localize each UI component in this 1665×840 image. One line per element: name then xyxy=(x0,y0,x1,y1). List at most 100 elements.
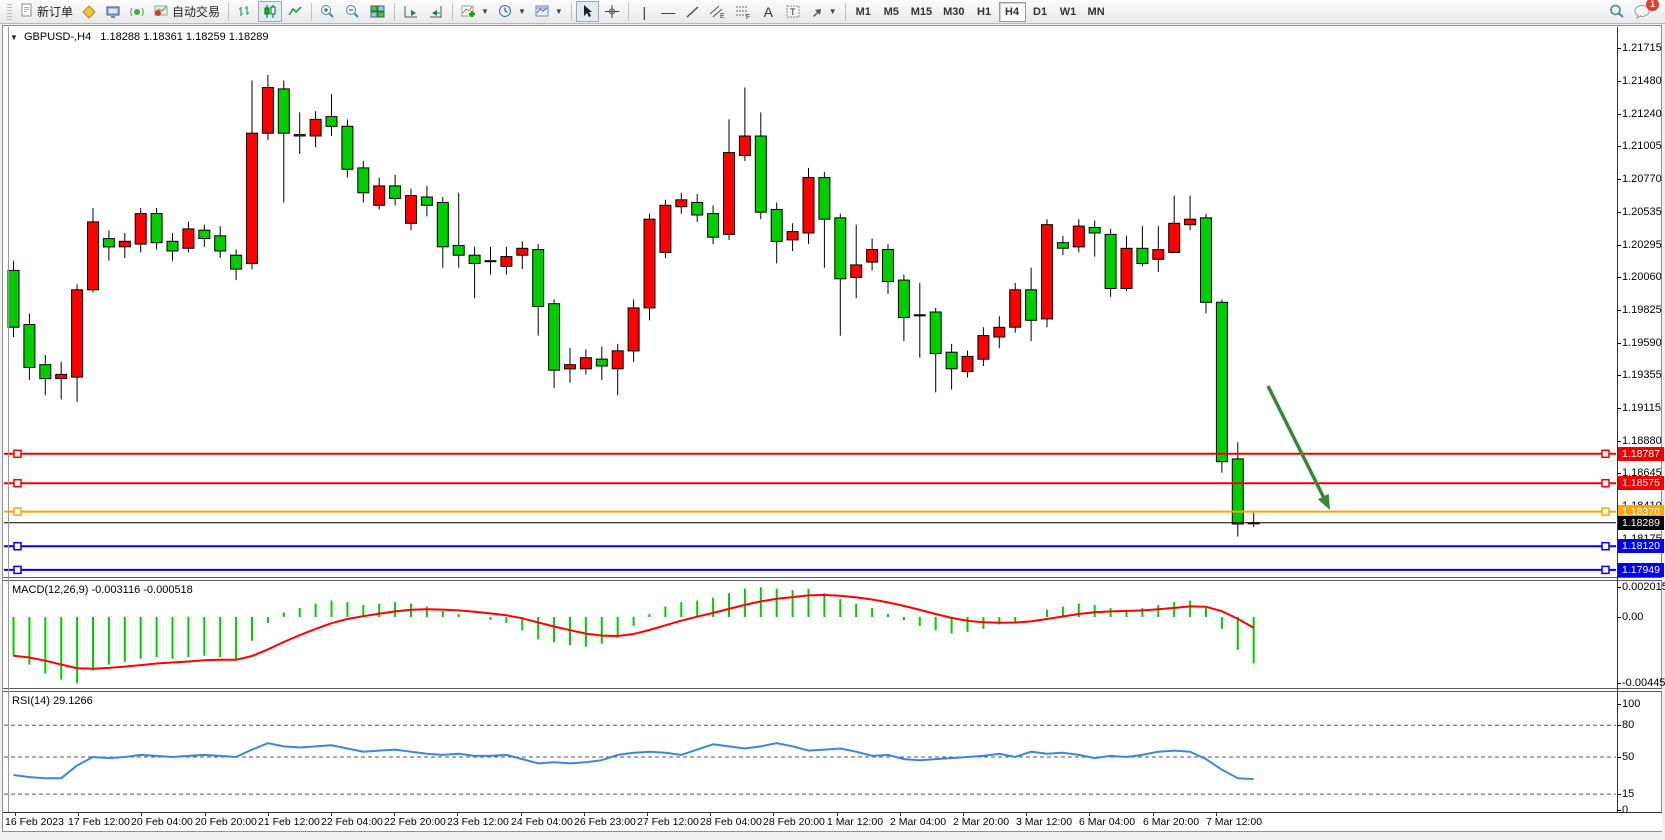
price-axis-label: 1.21480 xyxy=(1622,75,1662,87)
tab-timeframe-M1[interactable]: M1 xyxy=(850,2,877,22)
time-tick xyxy=(141,813,142,816)
time-axis-label: 28 Feb 04:00 xyxy=(700,816,762,828)
time-axis-label: 17 Feb 12:00 xyxy=(68,816,130,828)
tab-timeframe-M30[interactable]: M30 xyxy=(938,2,969,22)
time-tick xyxy=(78,813,79,816)
price-axis-label: 1.19355 xyxy=(1622,369,1662,381)
toolbar-separator xyxy=(570,2,572,21)
axis-tick xyxy=(1617,48,1621,49)
bar-chart-type-button[interactable] xyxy=(233,1,257,22)
tab-timeframe-H1[interactable]: H1 xyxy=(971,2,998,22)
zoom-out-button[interactable] xyxy=(341,1,365,22)
templates-button[interactable]: ▼ xyxy=(531,1,567,22)
axis-tick xyxy=(1617,310,1621,311)
axis-tick xyxy=(1617,375,1621,376)
horizontal-line-icon: — xyxy=(661,3,676,20)
candlestick-chart-type-button[interactable] xyxy=(258,1,283,22)
text-label-icon: T xyxy=(786,5,800,18)
tab-timeframe-D1[interactable]: D1 xyxy=(1027,2,1054,22)
time-axis-label: 26 Feb 23:00 xyxy=(574,816,636,828)
crosshair-icon xyxy=(604,5,619,18)
vertical-line-tool-button[interactable]: | xyxy=(633,1,656,22)
auto-scroll-button[interactable] xyxy=(399,1,423,22)
indicators-button[interactable]: ▼ xyxy=(457,1,493,22)
line-chart-type-icon xyxy=(288,6,302,16)
time-axis[interactable]: 16 Feb 2023 17 Feb 12:00 20 Feb 04:00 20 Fe… xyxy=(3,812,1662,831)
line-chart-type-button[interactable] xyxy=(283,1,307,22)
chart-title: ▼ GBPUSD-,H4 1.18288 1.18361 1.18259 1.1… xyxy=(10,31,269,43)
chevron-down-icon: ▼ xyxy=(554,7,563,16)
tab-timeframe-W1[interactable]: W1 xyxy=(1055,2,1082,22)
pane-separator[interactable] xyxy=(3,688,1662,692)
tab-timeframe-MN[interactable]: MN xyxy=(1083,2,1110,22)
axis-tick xyxy=(1617,704,1621,705)
zoom-in-icon xyxy=(321,5,334,18)
price-axis-label: 1.19590 xyxy=(1622,337,1662,349)
templates-icon xyxy=(535,5,549,17)
new-order-button[interactable]: 新订单 xyxy=(16,1,77,22)
tab-timeframe-H4[interactable]: H4 xyxy=(998,1,1026,22)
chart-shift-button[interactable] xyxy=(424,1,448,22)
candlestick-chart-type-icon xyxy=(264,5,276,18)
tab-timeframe-M5[interactable]: M5 xyxy=(878,2,905,22)
trendline-tool-button[interactable] xyxy=(681,1,704,22)
auto-trading-label: 自动交易 xyxy=(172,5,221,19)
axis-tick xyxy=(1617,81,1621,82)
time-axis-label: 27 Feb 12:00 xyxy=(637,816,699,828)
time-axis-label: 1 Mar 12:00 xyxy=(827,816,884,828)
axis-tick xyxy=(1617,343,1621,344)
tab-timeframe-M15[interactable]: M15 xyxy=(906,2,937,22)
horizontal-line-tool-button[interactable]: — xyxy=(657,1,680,22)
auto-trading-button[interactable]: 自动交易 xyxy=(150,1,224,22)
price-axis-label: 1.19825 xyxy=(1622,304,1662,316)
channel-tool-button[interactable]: E xyxy=(705,1,730,22)
toolbar: 新订单 自动交易 xyxy=(0,0,1665,24)
axis-tick xyxy=(1617,441,1621,442)
text-label-tool-button[interactable]: T xyxy=(781,1,805,22)
arrows-tool-button[interactable]: ▼ xyxy=(806,1,841,22)
market-watch-button[interactable] xyxy=(78,1,101,22)
text-tool-button[interactable]: A xyxy=(757,1,780,22)
price-line-badge: 1.17949 xyxy=(1618,563,1664,577)
cursor-tool-button[interactable] xyxy=(575,1,599,22)
chart-collapse-icon[interactable]: ▼ xyxy=(10,33,18,42)
clock-icon xyxy=(498,5,511,17)
rsi-indicator-label: RSI(14) 29.1266 xyxy=(12,695,93,707)
axis-tick xyxy=(1617,277,1621,278)
toolbar-separator xyxy=(228,2,230,21)
new-order-icon xyxy=(20,3,34,20)
vertical-line-icon: | xyxy=(642,3,647,20)
price-axis-label: 1.21715 xyxy=(1622,42,1662,54)
notification-count-badge: 1 xyxy=(1646,0,1659,11)
price-line-badge: 1.18120 xyxy=(1618,539,1664,553)
pane-separator[interactable] xyxy=(3,577,1662,581)
terminal-button[interactable] xyxy=(102,1,125,22)
toolbar-separator xyxy=(311,2,313,21)
strategy-tester-button[interactable] xyxy=(126,1,149,22)
equidistant-channel-icon: E xyxy=(709,5,725,19)
chevron-down-icon: ▼ xyxy=(481,7,489,16)
chevron-down-icon: ▼ xyxy=(517,7,526,16)
toolbar-grip[interactable] xyxy=(7,3,12,20)
tile-windows-button[interactable] xyxy=(366,1,390,22)
notifications-button[interactable]: 1 xyxy=(1630,0,1659,22)
zoom-in-button[interactable] xyxy=(316,1,340,22)
crosshair-tool-button[interactable] xyxy=(600,1,624,22)
periods-button[interactable]: ▼ xyxy=(494,1,530,22)
time-tick xyxy=(457,813,458,816)
rsi-axis-label: 100 xyxy=(1622,698,1641,710)
trendline-icon xyxy=(686,6,699,17)
price-axis-line xyxy=(1617,27,1618,812)
axis-tick xyxy=(1617,587,1621,588)
time-tick xyxy=(1216,813,1217,816)
time-tick xyxy=(1153,813,1154,816)
rsi-axis-label: 50 xyxy=(1622,751,1635,763)
axis-tick xyxy=(1617,683,1621,684)
price-axis-label: 1.21005 xyxy=(1622,140,1662,152)
fibonacci-tool-button[interactable]: F xyxy=(731,1,756,22)
search-button[interactable] xyxy=(1605,1,1629,22)
pane-left-border xyxy=(8,27,9,812)
toolbar-separator xyxy=(394,2,396,21)
time-tick xyxy=(584,813,585,816)
